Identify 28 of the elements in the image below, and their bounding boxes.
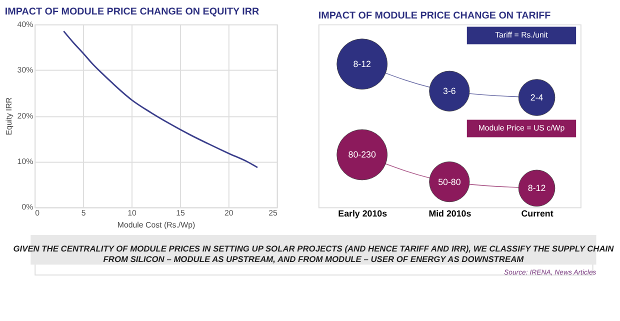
category-label: Mid 2010s xyxy=(428,208,472,219)
text: 50-80 xyxy=(438,176,461,187)
x-tick-label: 5 xyxy=(81,208,86,218)
text: 80-230 xyxy=(348,150,376,160)
line-series xyxy=(62,30,258,168)
y-tick-label: 10% xyxy=(17,156,34,166)
text: Module Price = US c/Wp xyxy=(478,123,566,132)
chart-title: IMPACT OF MODULE PRICE CHANGE ON EQUITY IRR xyxy=(4,6,260,18)
x-tick-label: 0 xyxy=(35,208,40,218)
y-tick-label: 30% xyxy=(17,66,34,75)
y-tick-label: 40% xyxy=(17,20,34,29)
text: IMPACT OF MODULE PRICE CHANGE ON TARIFF xyxy=(318,10,551,22)
x-tick-label: 20 xyxy=(224,208,234,218)
text: GIVEN THE CENTRALITY OF MODULE PRICES IN SETTING UP SOLAR PROJECTS (AND HENCE TARIFF AND IRR), WE CLASSIFY THE SUPPLY CHAIN FROM SILICON – MODULE AS UPSTREAM, AND FROM MODULE – USER OF ENERGY AS DOWNSTREAM xyxy=(13,244,615,264)
category-label: Current xyxy=(521,208,554,219)
text: 8-12 xyxy=(353,59,371,70)
category-label: Early 2010s xyxy=(338,208,388,219)
y-axis-title: Equity IRR xyxy=(4,97,14,136)
text: 2-4 xyxy=(530,92,544,102)
x-tick-label: 10 xyxy=(128,208,138,218)
text: Tariff = Rs./unit xyxy=(495,30,549,40)
y-tick-label: 0% xyxy=(22,202,34,212)
text: 3-6 xyxy=(443,86,456,96)
y-tick-label: 20% xyxy=(17,111,34,120)
x-axis-title: Module Cost (Rs./Wp) xyxy=(117,220,196,230)
x-tick-label: 25 xyxy=(268,208,278,218)
text: 8-12 xyxy=(528,183,546,194)
x-tick-label: 15 xyxy=(176,208,186,218)
